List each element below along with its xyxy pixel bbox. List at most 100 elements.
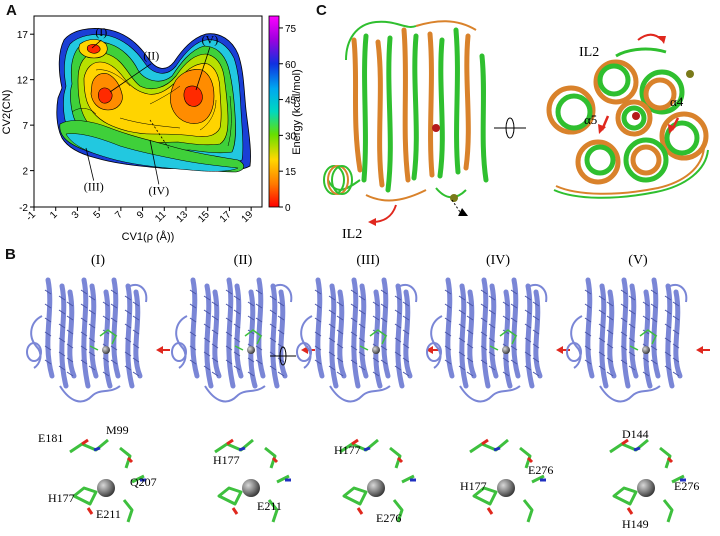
y-tick-label: 17 [17,30,29,41]
ion-sphere [502,346,510,354]
region-leader-line [109,63,152,93]
colorbar [268,15,280,208]
ion-sphere [247,346,255,354]
residue-label: E276 [528,463,553,477]
region-label: (IV) [149,183,170,197]
lower-band-cyan [65,133,239,172]
region-leader-line [195,47,211,91]
y-tick-label: 7 [22,121,28,132]
helix-bundle [566,277,688,403]
residue-sticks [214,438,291,523]
residue-label: H177 [460,479,487,493]
x-tick-label: 9 [135,209,147,221]
x-tick-label: 3 [70,209,82,221]
residue-label: D144 [622,427,649,441]
structure-top-view: IL2 α5 α4 [546,33,709,199]
colorbar-tick-label: 45 [285,96,297,107]
ion-sphere [372,346,380,354]
residue-label: E276 [376,511,401,525]
alpha4-label: α4 [670,94,684,109]
x-tick-label: 5 [92,209,104,221]
ion-sphere-top-2 [686,70,694,78]
x-tick-label: 11 [153,209,168,224]
helix-bundle [426,277,548,403]
colorbar-tick-label: 30 [285,131,297,142]
state-panel: (I) E181 M99 Q207 H177 E211 [26,253,170,523]
colorbar-tick-label: 0 [285,203,291,214]
state-panel: (IV) H177 E276 [426,253,570,523]
panel-label-c: C [316,2,327,19]
residue-sticks [609,438,686,523]
panel-c-superposition: IL2 I [323,20,709,242]
region-label: (V) [202,32,219,46]
x-tick-label: 1 [48,209,60,221]
colorbar-tick-label: 60 [285,60,297,71]
residue-label: H149 [622,517,649,531]
region-leader-line [85,147,95,181]
x-axis-label: CV1(ρ (Å)) [122,230,175,243]
panel-label-a: A [6,2,17,19]
ion-sphere [102,346,110,354]
il2-label-right: IL2 [579,45,599,60]
contour-level-red [98,85,203,107]
contour-level-orange [90,69,215,124]
helix-bundle [171,277,293,403]
panel-b-states: (I) E181 M99 Q207 H177 E211 (II) H177 E211 (III) H… [26,253,710,531]
state-label: (V) [628,253,648,268]
rotation-marker [494,117,526,139]
state-label: (I) [91,253,105,268]
ion-sphere-top [632,112,640,120]
y-tick-label: 12 [17,76,29,87]
region-i-core [86,43,101,54]
ion-sphere-zoom [367,479,385,497]
ion-sphere-zoom [97,479,115,497]
state-panel: (III) H177 E276 [296,253,440,525]
residue-label: H177 [213,453,240,467]
residue-sticks [339,438,416,523]
state-panel: (V) D144 E276 H149 [566,253,710,531]
structure-side-view: IL2 [323,20,489,242]
x-tick-label: 19 [240,209,256,225]
panel-label-b: B [5,246,16,263]
ion-sphere-zoom [497,479,515,497]
state-label: (IV) [486,253,510,268]
state-label: (III) [356,253,380,268]
x-tick-label: 15 [196,209,212,225]
residue-label: E181 [38,431,63,445]
residue-label: Q207 [130,475,157,489]
region-label: (I) [95,25,107,39]
state-label: (II) [234,253,253,268]
ion-sphere [432,124,440,132]
residue-sticks [469,438,546,523]
residue-label: E211 [257,499,282,513]
region-label: (III) [84,180,104,194]
ion-sphere [642,346,650,354]
y-tick-label: -2 [19,203,28,214]
region-label: (II) [143,49,159,63]
energy-surface [56,28,251,173]
y-tick-label: 2 [22,167,28,178]
ion-sphere-zoom [242,479,260,497]
colorbar-label: Energy (kcal/mol) [291,69,303,155]
contour-lines [71,69,232,147]
residue-label: H177 [48,491,75,505]
colorbar-ticks: 0 15 30 45 60 75 [279,24,297,214]
ion-sphere-2 [450,194,458,202]
helix-bundle [26,277,148,403]
region-leader-line [149,139,160,185]
ion-sphere-zoom [637,479,655,497]
y-axis-label: CV2(CN) [1,90,13,135]
il2-arrow-right [637,33,663,41]
x-tick-label: 17 [218,209,234,225]
x-tick-label: 7 [113,209,125,221]
il2-label-left: IL2 [342,227,362,242]
residue-label: E276 [674,479,699,493]
alpha5-label: α5 [584,112,597,127]
region-leader-line [91,39,102,49]
region-labels: (I) (II) (III) (IV) (V) [84,25,218,197]
colorbar-tick-label: 15 [285,167,297,178]
x-tick-label: 13 [174,209,190,225]
residue-label: M99 [106,423,129,437]
residue-sticks [69,438,146,523]
